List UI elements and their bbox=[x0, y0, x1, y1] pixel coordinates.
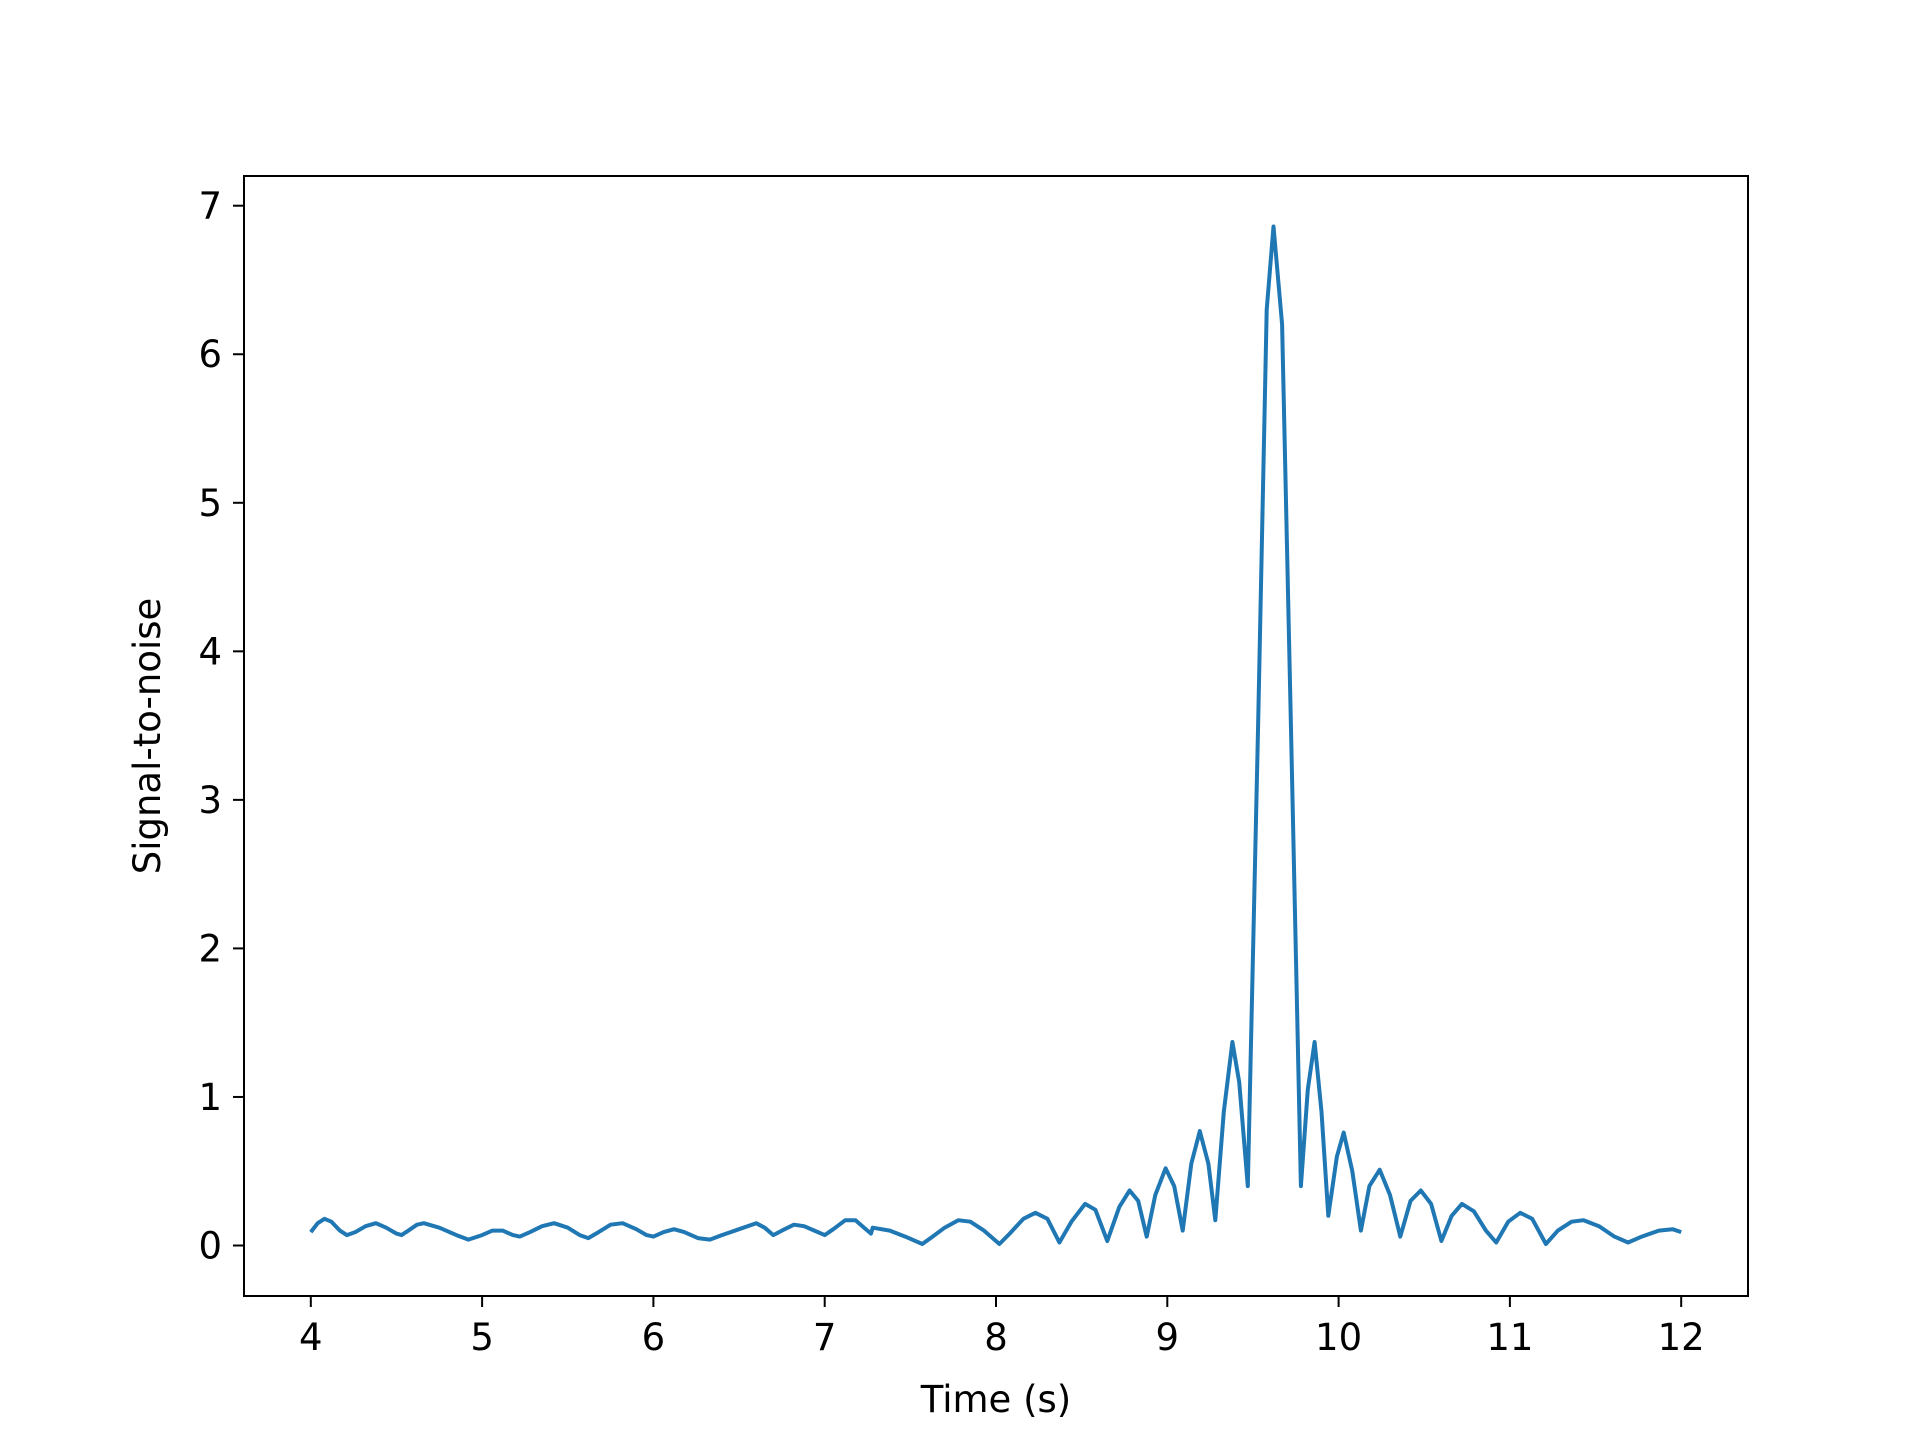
x-tick-label: 12 bbox=[1658, 1316, 1705, 1359]
axes-frame bbox=[243, 175, 1749, 1297]
y-tick-label: 4 bbox=[198, 630, 222, 673]
y-tick-label: 2 bbox=[198, 927, 222, 970]
x-axis-label: Time (s) bbox=[920, 1378, 1071, 1421]
x-tick-label: 5 bbox=[470, 1316, 494, 1359]
y-tick-label: 3 bbox=[198, 779, 222, 822]
y-axis-label: Signal-to-noise bbox=[126, 598, 169, 875]
y-tick-label: 5 bbox=[198, 482, 222, 525]
y-tick-label: 6 bbox=[198, 333, 222, 376]
y-tick-label: 7 bbox=[198, 185, 222, 228]
x-axis-ticks: 4 5 6 7 8 9 10 11 12 bbox=[299, 1296, 1705, 1359]
x-tick-label: 6 bbox=[642, 1316, 666, 1359]
x-tick-label: 7 bbox=[813, 1316, 837, 1359]
y-tick-label: 1 bbox=[198, 1076, 222, 1119]
x-tick-label: 8 bbox=[984, 1316, 1008, 1359]
y-tick-label: 0 bbox=[198, 1224, 222, 1267]
x-tick-label: 10 bbox=[1315, 1316, 1362, 1359]
x-tick-label: 9 bbox=[1156, 1316, 1180, 1359]
y-axis-ticks: 0 1 2 3 4 5 6 7 bbox=[198, 185, 244, 1267]
series-line bbox=[309, 224, 1682, 1246]
x-tick-label: 11 bbox=[1486, 1316, 1533, 1359]
x-tick-label: 4 bbox=[299, 1316, 323, 1359]
